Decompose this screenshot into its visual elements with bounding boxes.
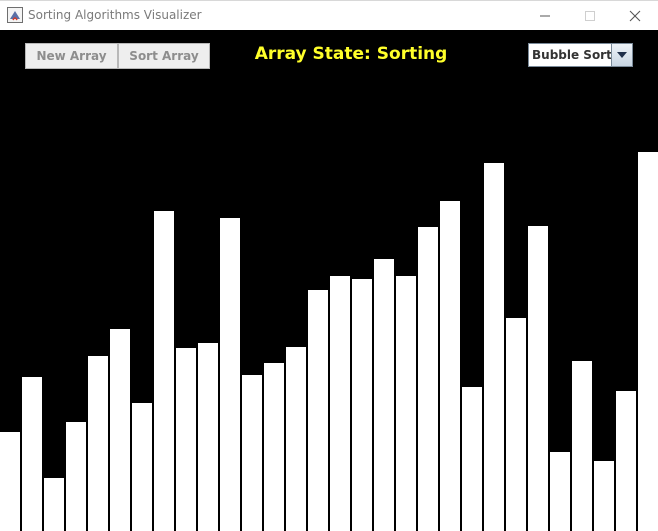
array-bar (418, 227, 438, 531)
array-bar (396, 276, 416, 531)
array-bar (352, 279, 372, 531)
array-bar (572, 361, 592, 531)
close-icon (629, 10, 641, 22)
array-bar (264, 363, 284, 531)
maximize-button[interactable] (567, 1, 613, 30)
array-bar (0, 432, 20, 531)
sort-array-button[interactable]: Sort Array (118, 43, 210, 69)
array-bar (110, 329, 130, 531)
dropdown-arrow-button[interactable] (611, 44, 632, 66)
algorithm-dropdown[interactable]: Bubble Sort (528, 43, 633, 67)
window-title: Sorting Algorithms Visualizer (28, 8, 202, 22)
array-state-label: Array State: Sorting (254, 44, 448, 64)
array-bar (154, 211, 174, 531)
array-bar (616, 391, 636, 531)
array-bar (506, 318, 526, 531)
array-bar (132, 403, 152, 531)
close-button[interactable] (612, 1, 658, 30)
array-bar (440, 201, 460, 531)
minimize-button[interactable] (522, 1, 568, 30)
array-bar (176, 348, 196, 531)
visualizer-canvas: New Array Sort Array Array State: Sortin… (0, 30, 658, 531)
array-bar (220, 218, 240, 531)
algorithm-dropdown-value: Bubble Sort (532, 48, 612, 62)
array-bar (242, 375, 262, 531)
array-bar (374, 259, 394, 531)
array-bar (550, 452, 570, 531)
array-bar (484, 163, 504, 531)
array-bar (594, 461, 614, 531)
array-bar (66, 422, 86, 531)
array-bar (286, 347, 306, 531)
title-bar: Sorting Algorithms Visualizer (0, 0, 658, 30)
chevron-down-icon (617, 52, 627, 58)
array-bar (308, 290, 328, 531)
new-array-button[interactable]: New Array (25, 43, 118, 69)
array-bar (638, 152, 658, 531)
array-bar (330, 276, 350, 531)
minimize-icon (540, 15, 550, 17)
array-bar (44, 478, 64, 531)
maximize-icon (585, 11, 595, 21)
array-bar (462, 387, 482, 531)
array-bar (198, 343, 218, 531)
array-bar (88, 356, 108, 531)
array-bar (22, 377, 42, 531)
array-bars (0, 30, 658, 531)
java-app-icon (7, 7, 23, 23)
array-bar (528, 226, 548, 531)
